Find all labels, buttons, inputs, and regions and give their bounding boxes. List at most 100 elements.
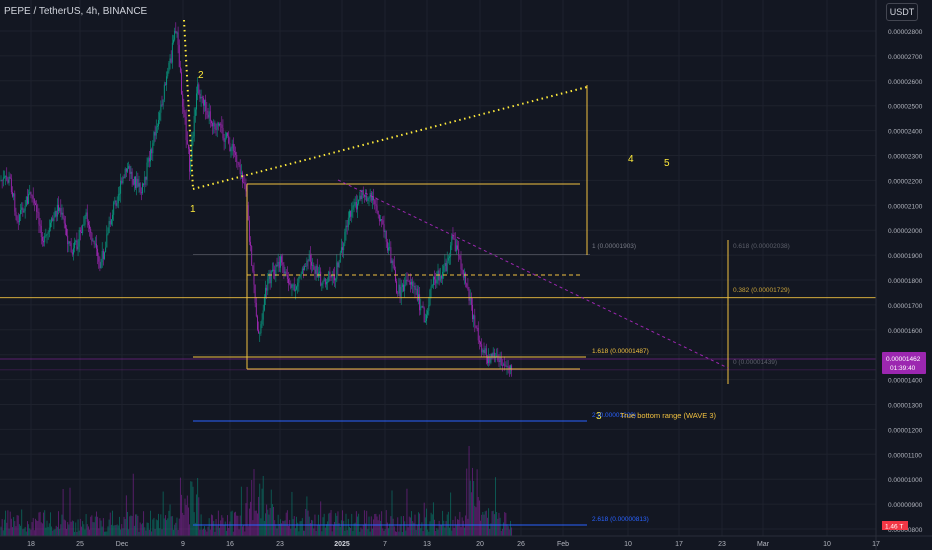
volume-bar (142, 523, 143, 536)
candle-body (478, 340, 480, 343)
candle-body (321, 283, 323, 286)
volume-bar (380, 520, 381, 536)
candle-body (307, 260, 309, 262)
volume-bar (25, 531, 27, 536)
volume-bar (368, 516, 370, 536)
volume-bar (28, 524, 30, 536)
volume-bar (457, 519, 458, 536)
candle-body (501, 365, 503, 367)
symbol-header[interactable]: PEPE / TetherUS, 4h, BINANCE (4, 6, 148, 17)
volume-bar (309, 522, 311, 536)
volume-bar (20, 525, 21, 536)
candle-body (306, 260, 308, 267)
candle-body (84, 216, 86, 225)
volume-bar (393, 526, 395, 536)
volume-bar (182, 512, 184, 536)
volume-bar (474, 505, 476, 536)
volume-bar (352, 530, 354, 536)
volume-bar (365, 523, 366, 536)
candle-body (334, 274, 335, 281)
volume-bar (423, 502, 425, 536)
candle-body (338, 262, 340, 268)
candle-body (377, 210, 379, 215)
candle-body (405, 279, 407, 285)
current-price-tag (882, 352, 926, 374)
candle-body (373, 196, 375, 201)
candle-body (91, 232, 93, 242)
candle-body (391, 260, 393, 264)
volume-bar (297, 522, 299, 536)
candle-body (457, 245, 458, 250)
volume-bar (445, 521, 447, 536)
volume-bar (122, 528, 124, 536)
candle-body (239, 165, 241, 175)
volume-bar (472, 467, 473, 536)
volume-bar (478, 500, 480, 536)
volume-bar (38, 512, 40, 536)
volume-bar (64, 520, 66, 536)
candle-body (366, 195, 368, 202)
candle-body (138, 183, 140, 187)
volume-bar (132, 473, 134, 536)
candle-body (492, 352, 494, 358)
candle-body (506, 366, 508, 368)
volume-bar (27, 521, 28, 536)
candle-body (349, 211, 350, 218)
candle-body (12, 192, 13, 197)
candle-body (159, 112, 161, 121)
volume-bar (102, 518, 104, 536)
candle-body (442, 271, 444, 279)
current-price-countdown: 01:39:40 (890, 365, 916, 372)
candle-body (426, 314, 427, 321)
volume-bar (61, 514, 63, 536)
candle-body (284, 271, 286, 274)
volume-bar (99, 518, 101, 536)
candle-body (10, 178, 12, 193)
volume-bar (59, 529, 61, 536)
volume-bar (35, 518, 36, 536)
volume-bar (386, 522, 388, 536)
candle-body (455, 245, 457, 252)
volume-bar (459, 511, 461, 536)
candle-body (240, 172, 242, 175)
volume-bar (107, 526, 109, 536)
volume-bar (77, 519, 79, 536)
candle-body (309, 253, 311, 262)
candle-body (413, 285, 415, 287)
volume-bar (41, 523, 43, 536)
price-axis-tick: 0.00002400 (888, 129, 923, 136)
candle-body (222, 128, 224, 139)
candle-body (5, 175, 7, 177)
candle-body (459, 255, 461, 259)
volume-bar (247, 526, 249, 536)
volume-bar (372, 528, 373, 536)
volume-bar (262, 475, 264, 536)
candle-body (81, 231, 82, 234)
candle-body (244, 182, 246, 186)
volume-bar (237, 515, 239, 536)
volume-bar (357, 516, 358, 536)
candle-body (351, 209, 353, 217)
candle-body (439, 275, 441, 281)
volume-bar (284, 520, 286, 536)
volume-bar (507, 526, 509, 536)
candle-body (380, 219, 381, 222)
candle-body (33, 198, 35, 204)
candle-body (511, 365, 513, 371)
currency-button[interactable]: USDT (886, 3, 918, 21)
candle-body (428, 305, 430, 311)
candle-body (359, 195, 361, 200)
candle-body (52, 218, 54, 222)
volume-bar (470, 492, 472, 536)
candle-body (21, 207, 23, 211)
candle-body (18, 214, 20, 223)
price-axis-tick: 0.00000900 (888, 502, 923, 509)
volume-bar (288, 525, 289, 536)
candle-body (66, 228, 67, 236)
candle-body (319, 271, 320, 273)
volume-bar (489, 528, 491, 536)
volume-bar (155, 519, 157, 536)
candle-body (299, 275, 301, 277)
volume-bar (144, 527, 146, 536)
